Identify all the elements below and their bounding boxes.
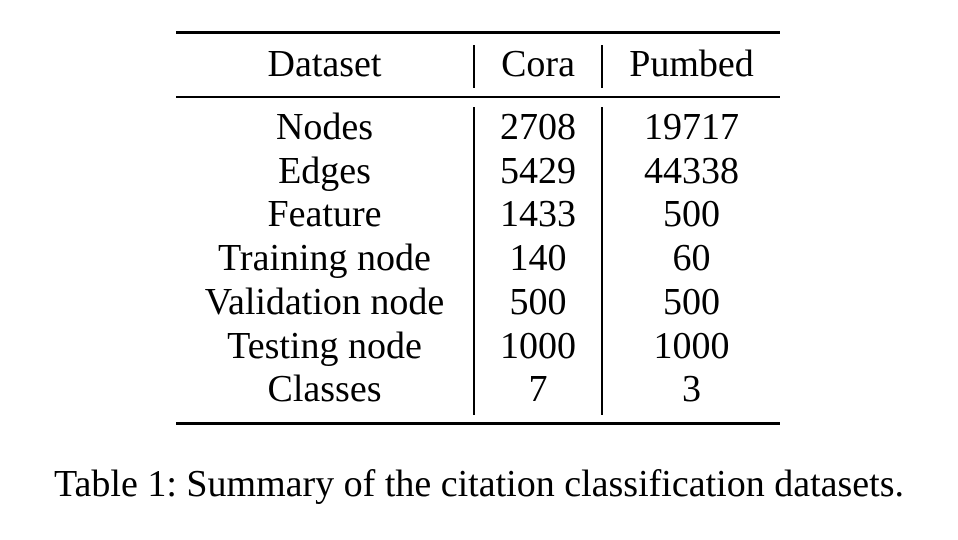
row-label-edges: Edges	[278, 150, 371, 192]
cell-pumbed-validation-node: 500	[663, 281, 720, 323]
column-separator	[601, 45, 603, 88]
row-label-classes: Classes	[267, 368, 382, 410]
row-label-nodes: Nodes	[275, 106, 374, 148]
column-separator	[601, 107, 603, 415]
row-label-feature: Feature	[267, 193, 382, 235]
row-label-testing-node: Testing node	[227, 325, 422, 367]
cell-cora-nodes: 2708	[500, 106, 576, 148]
column-separator	[473, 107, 475, 415]
table-top-rule	[176, 31, 780, 34]
cell-pumbed-nodes: 19717	[644, 106, 739, 148]
cell-pumbed-feature: 500	[663, 193, 720, 235]
cell-cora-training-node: 140	[509, 237, 567, 279]
row-label-validation-node: Validation node	[204, 281, 445, 323]
cell-pumbed-edges: 44338	[644, 150, 739, 192]
cell-cora-classes: 7	[528, 368, 548, 410]
cell-cora-edges: 5429	[500, 150, 576, 192]
row-label-training-node: Training node	[218, 237, 431, 279]
header-cora: Cora	[501, 43, 575, 85]
table-header-rule	[176, 96, 780, 98]
cell-pumbed-training-node: 60	[672, 237, 711, 279]
cell-cora-validation-node: 500	[509, 281, 567, 323]
cell-pumbed-testing-node: 1000	[653, 325, 730, 367]
cell-cora-testing-node: 1000	[500, 325, 576, 367]
header-dataset: Dataset	[267, 43, 382, 85]
cell-cora-feature: 1433	[500, 193, 576, 235]
cell-pumbed-classes: 3	[682, 368, 701, 410]
table-bottom-rule	[176, 422, 780, 425]
table-caption: Table 1: Summary of the citation classif…	[54, 463, 904, 505]
header-pumbed: Pumbed	[629, 43, 754, 85]
column-separator	[473, 45, 475, 88]
